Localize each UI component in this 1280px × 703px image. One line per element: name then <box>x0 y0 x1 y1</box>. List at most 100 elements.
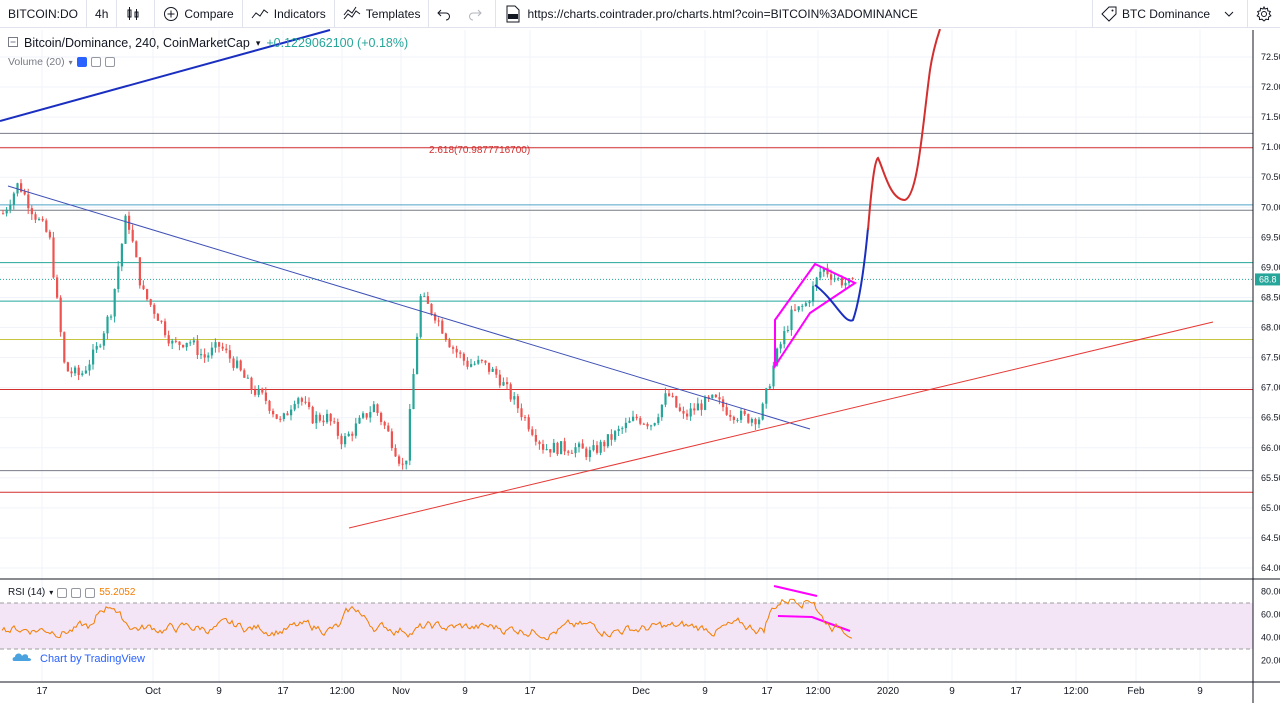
fib-level-label: 2.618(70.9877716700) <box>429 145 530 156</box>
candle-body <box>390 431 393 449</box>
candle-body <box>200 354 203 356</box>
rsi-tick-label: 60.00 <box>1261 610 1280 620</box>
candle-body <box>441 320 444 334</box>
price-tick-label: 66.00 <box>1261 443 1280 453</box>
undo-icon <box>437 7 451 21</box>
time-tick-label: 12:00 <box>1063 686 1088 697</box>
candle-body <box>372 404 375 413</box>
undo-button[interactable] <box>429 0 460 28</box>
eye-icon[interactable] <box>76 57 87 67</box>
plus-circle-icon <box>163 6 179 22</box>
candle-body <box>722 399 725 408</box>
candle-body <box>164 321 167 336</box>
chevron-down-icon[interactable]: ▾ <box>255 37 261 48</box>
candle-body <box>326 413 329 423</box>
symbol-select[interactable]: BTC Dominance <box>1091 0 1248 28</box>
candle-body <box>632 416 635 421</box>
candle-body <box>725 407 728 415</box>
candle-body <box>20 183 23 192</box>
candle-body <box>754 419 757 425</box>
candle-body <box>506 382 509 385</box>
chart-style-button[interactable] <box>117 0 156 28</box>
candle-body <box>502 382 505 386</box>
close-icon[interactable] <box>104 57 115 67</box>
price-change: +0.1229062100 (+0.18%) <box>266 36 409 50</box>
candle-body <box>678 407 681 411</box>
eye-icon[interactable] <box>57 587 68 598</box>
time-tick-label: 12:00 <box>805 686 830 697</box>
templates-button[interactable]: Templates <box>335 0 430 28</box>
redo-button[interactable] <box>460 0 497 28</box>
candle-body <box>23 191 26 195</box>
time-tick-label: 17 <box>761 686 773 697</box>
candle-body <box>135 241 138 258</box>
candle-body <box>70 371 73 374</box>
candle-body <box>174 340 177 342</box>
candle-body <box>210 347 213 356</box>
candle-body <box>290 409 293 416</box>
price-chart[interactable]: 17 Oct 9 17 12:00 Nov 9 17 Dec 9 17 12:00 2020 9 17 12:… <box>0 29 1280 703</box>
candle-body <box>336 421 339 436</box>
interval-button[interactable]: 4h <box>87 0 118 28</box>
candle-body <box>225 348 228 351</box>
time-tick-label: 17 <box>524 686 536 697</box>
settings-small-icon[interactable] <box>71 587 82 598</box>
rsi-series <box>1 598 853 641</box>
candle-body <box>365 413 368 418</box>
candle-body <box>203 354 206 358</box>
indicators-button[interactable]: Indicators <box>243 0 335 28</box>
close-icon[interactable] <box>85 587 96 598</box>
candle-body <box>437 320 440 322</box>
candle-body <box>610 434 613 440</box>
rsi-legend: RSI (14) ▾ 55.2052 <box>8 587 135 598</box>
tradingview-branding[interactable]: Chart by TradingView <box>12 651 145 666</box>
candle-body <box>358 417 361 424</box>
time-tick-label: 9 <box>702 686 708 697</box>
candle-body <box>747 414 750 423</box>
candle-body <box>430 303 433 314</box>
candle-body <box>480 359 483 361</box>
chevron-down-icon[interactable]: ▾ <box>49 588 54 597</box>
candle-body <box>264 392 267 401</box>
price-tick-label: 66.50 <box>1261 413 1280 423</box>
chevron-down-icon[interactable]: ▾ <box>68 57 73 67</box>
candle-body <box>41 218 44 221</box>
candle-body <box>426 296 429 304</box>
candle-body <box>516 396 519 409</box>
settings-button[interactable] <box>1248 0 1280 28</box>
rsi-value: 55.2052 <box>99 587 136 598</box>
candle-body <box>189 342 192 344</box>
price-tick-label: 70.50 <box>1261 172 1280 182</box>
candle-body <box>707 396 710 398</box>
candle-body <box>171 340 174 344</box>
rsi-divergence-top <box>773 585 818 597</box>
settings-small-icon[interactable] <box>90 57 101 67</box>
candle-body <box>524 417 527 419</box>
candle-body <box>606 434 609 447</box>
candle-body <box>455 348 458 353</box>
rsi-tick-label: 20.00 <box>1261 656 1280 666</box>
candle-body <box>801 305 804 307</box>
candle-body <box>452 347 455 349</box>
candle-body <box>383 422 386 426</box>
symbol-label: BITCOIN:DO <box>8 6 79 21</box>
candle-body <box>826 267 829 275</box>
indicators-icon <box>251 6 269 22</box>
symbol-search-button[interactable]: BITCOIN:DO <box>0 0 88 28</box>
candle-body <box>351 433 354 436</box>
candle-body <box>405 460 408 465</box>
candle-body <box>768 386 771 389</box>
candle-body <box>286 413 289 416</box>
compare-button[interactable]: Compare <box>155 0 243 28</box>
candle-body <box>27 194 30 209</box>
candle-body <box>578 443 581 448</box>
candle-body <box>236 360 239 368</box>
candle-body <box>394 448 397 457</box>
share-url[interactable]: https://charts.cointrader.pro/charts.htm… <box>496 0 1092 28</box>
candle-body <box>38 218 41 220</box>
collapse-square-icon[interactable] <box>8 36 18 50</box>
compare-label: Compare <box>184 6 234 21</box>
candle-body <box>156 313 159 321</box>
candle-body <box>178 341 181 345</box>
candle-body <box>221 346 224 349</box>
